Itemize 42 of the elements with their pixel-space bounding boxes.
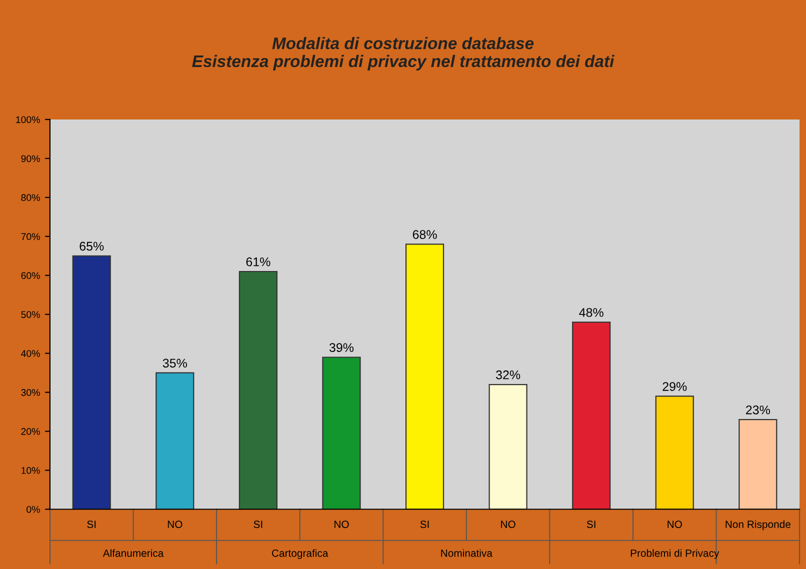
y-tick-label: 0% <box>26 506 40 513</box>
x-tick-label: SI <box>87 520 96 528</box>
y-tick-label: 80% <box>21 194 40 202</box>
data-label: 29% <box>662 382 687 391</box>
y-tick-label: 20% <box>21 428 40 435</box>
y-tick-label: 70% <box>21 233 40 240</box>
bar <box>655 396 694 510</box>
data-label: 61% <box>246 257 270 266</box>
y-tick-label: 30% <box>21 389 40 396</box>
bar <box>322 356 361 510</box>
x-tick-label: Non Risponde <box>726 520 790 530</box>
x-tick-label: NO <box>168 520 182 528</box>
data-label: 65% <box>80 242 104 251</box>
bar <box>738 419 778 510</box>
bar <box>156 372 194 510</box>
bar <box>405 244 444 510</box>
data-label: 39% <box>329 343 354 352</box>
data-label: 35% <box>162 358 187 368</box>
x-tick-label: NO <box>668 520 682 528</box>
data-label: 23% <box>746 406 770 414</box>
x-tick-label: SI <box>586 520 596 528</box>
data-label: 48% <box>579 308 604 317</box>
x-tick-label: NO <box>501 520 516 528</box>
y-tick-label: 60% <box>21 272 40 280</box>
bar <box>572 322 611 510</box>
bar <box>238 270 278 510</box>
y-tick-label: 10% <box>22 467 40 474</box>
chart-title: Modalita di costruzione database Esistenza problemi di privacy nel trattamento dei dati <box>192 36 614 70</box>
x-tick-label: NO <box>334 520 349 528</box>
bar <box>72 255 111 510</box>
y-tick-label: 90% <box>21 155 40 162</box>
data-label: 32% <box>496 370 520 380</box>
bar <box>488 384 528 510</box>
x-tick-label: SI <box>420 520 429 528</box>
y-tick-label: 40% <box>21 350 40 357</box>
text: Alfanumerica <box>102 549 164 557</box>
x-tick-label: SI <box>254 520 262 528</box>
text: Nominativa <box>441 549 492 557</box>
data-label: 68% <box>412 230 437 239</box>
text: Cartografica <box>272 549 328 559</box>
y-tick-label: 50% <box>21 311 40 318</box>
y-tick-label: 100% <box>16 116 40 124</box>
